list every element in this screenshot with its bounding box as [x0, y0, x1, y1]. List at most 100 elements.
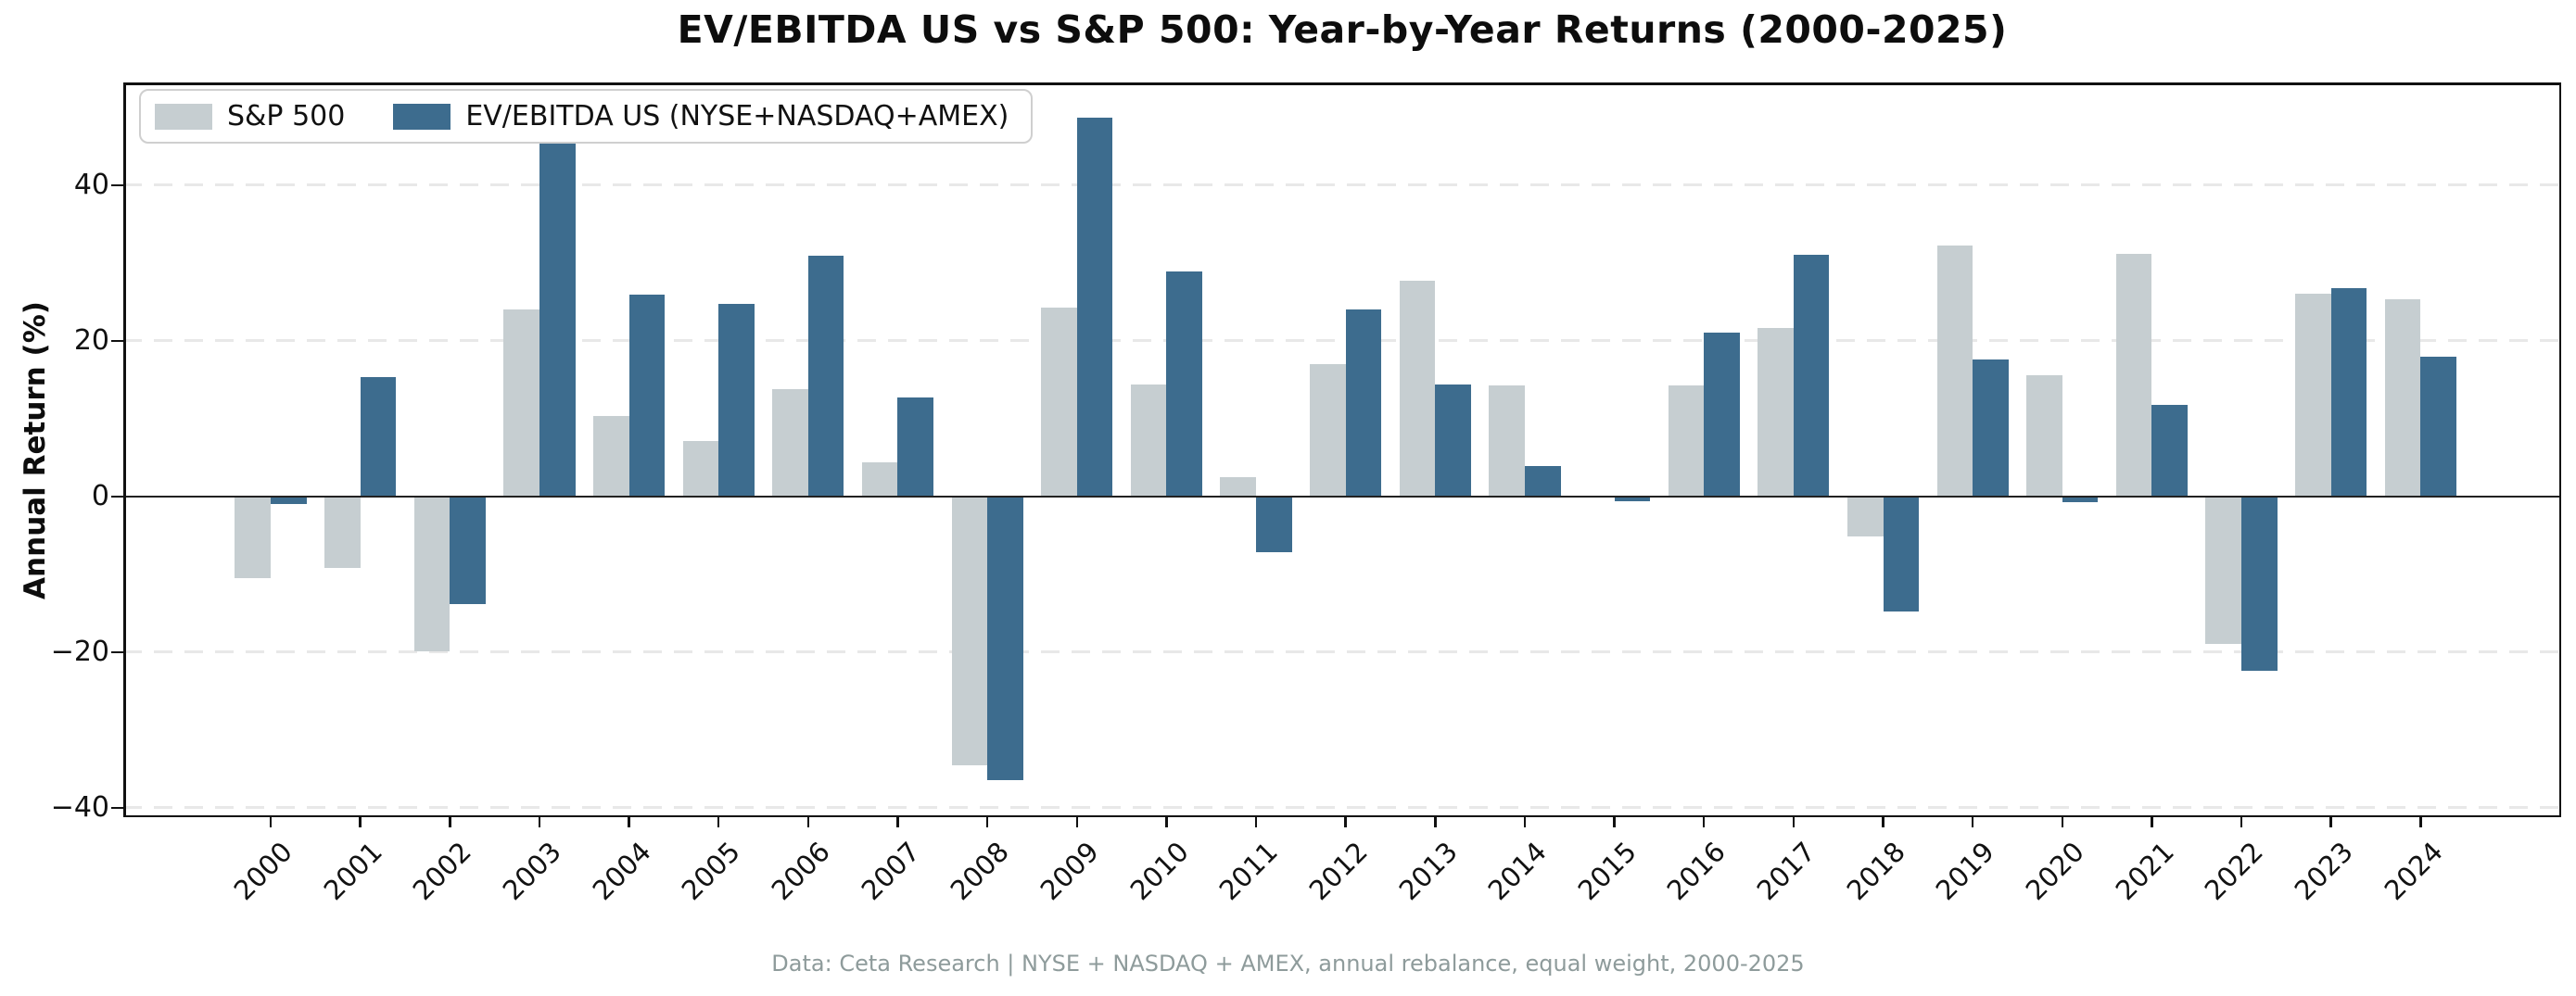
xtick-label-text: 2011: [1212, 836, 1285, 907]
xtick-label-text: 2015: [1571, 836, 1643, 907]
bar-evebitda-2004: [628, 295, 666, 497]
bar-evebitda-2002: [450, 496, 486, 604]
spine-top: [123, 82, 2561, 85]
bar-sp500-2003: [503, 309, 539, 497]
chart-title: EV/EBITDA US vs S&P 500: Year-by-Year Re…: [677, 7, 2008, 52]
bar-sp500-2022: [2205, 496, 2242, 644]
xtick-mark-2005: [717, 817, 720, 827]
xtick-label-text: 2012: [1302, 836, 1374, 907]
xtick-mark-2008: [985, 817, 989, 827]
ytick-label-0: 0: [91, 479, 109, 512]
bar-evebitda-2023: [2330, 287, 2367, 497]
xtick-label-text: 2018: [1840, 836, 1911, 907]
plot-area: S&P 500 EV/EBITDA US (NYSE+NASDAQ+AMEX): [123, 82, 2561, 817]
bar-evebitda-2020: [2062, 496, 2099, 502]
bar-sp500-2013: [1399, 281, 1436, 497]
ytick-mark-20: [111, 339, 123, 343]
bar-evebitda-2009: [1076, 117, 1113, 497]
bar-sp500-2004: [592, 416, 629, 497]
xtick-mark-2002: [449, 817, 451, 827]
bar-sp500-2008: [951, 496, 988, 765]
xtick-label-text: 2019: [1929, 836, 2001, 907]
bar-evebitda-2013: [1435, 384, 1471, 497]
ytick-label-40: 40: [73, 168, 109, 201]
xtick-mark-2003: [538, 817, 541, 827]
bar-evebitda-2018: [1883, 496, 1920, 612]
xtick-mark-2014: [1523, 817, 1527, 827]
spine-right: [2558, 82, 2561, 817]
xtick-label-text: 2023: [2288, 836, 2359, 907]
ytick-mark-40: [111, 183, 123, 187]
xtick-mark-2000: [269, 817, 273, 827]
xtick-label-text: 2004: [586, 836, 657, 907]
xtick-label-text: 2020: [2019, 836, 2090, 907]
bar-evebitda-2000: [271, 496, 307, 505]
bar-sp500-2001: [324, 496, 361, 569]
bar-evebitda-2024: [2420, 356, 2456, 497]
xtick-mark-2020: [2061, 817, 2064, 827]
bar-evebitda-2003: [539, 132, 576, 497]
xtick-mark-2015: [1613, 817, 1616, 827]
xtick-label-text: 2009: [1034, 836, 1105, 907]
bar-sp500-2012: [1310, 364, 1346, 497]
legend-item-sp500: S&P 500: [155, 100, 345, 132]
legend: S&P 500 EV/EBITDA US (NYSE+NASDAQ+AMEX): [139, 89, 1034, 144]
xtick-mark-2024: [2419, 817, 2422, 827]
xtick-mark-2009: [1075, 817, 1078, 827]
ytick-label-20: 20: [73, 323, 109, 357]
xtick-mark-2018: [1882, 817, 1884, 827]
bar-evebitda-2015: [1614, 496, 1651, 501]
xtick-mark-2011: [1254, 817, 1258, 827]
bar-sp500-2014: [1489, 385, 1525, 497]
xtick-label-text: 2017: [1750, 836, 1821, 907]
xtick-label-text: 2021: [2109, 836, 2180, 907]
bar-sp500-2018: [1846, 496, 1884, 536]
zero-axis-line: [123, 495, 2561, 498]
ytick-mark--40: [111, 806, 123, 810]
evebitda-swatch-icon: [393, 103, 451, 130]
xtick-mark-2006: [806, 817, 810, 827]
xtick-mark-2010: [1165, 817, 1168, 827]
xtick-label-text: 2022: [2198, 836, 2270, 907]
bar-sp500-2009: [1041, 307, 1077, 497]
bar-evebitda-2019: [1973, 359, 2009, 497]
bar-sp500-2002: [413, 496, 450, 652]
xtick-mark-2022: [2240, 817, 2243, 827]
bar-sp500-2006: [772, 388, 808, 497]
bar-evebitda-2021: [2151, 404, 2189, 497]
bar-sp500-2010: [1130, 384, 1167, 497]
gridline-y-20: [123, 339, 2561, 343]
bar-sp500-2020: [2026, 374, 2062, 497]
xtick-label-text: 2002: [407, 836, 478, 907]
gridline-y-40: [123, 183, 2561, 187]
xtick-mark-2016: [1702, 817, 1706, 827]
gridline-y--20: [123, 650, 2561, 654]
bar-sp500-2019: [1936, 245, 1973, 497]
bar-evebitda-2005: [718, 303, 755, 497]
xtick-label-text: 2005: [675, 836, 747, 907]
xtick-mark-2004: [628, 817, 630, 827]
bar-sp500-2017: [1758, 327, 1794, 497]
ytick-mark--20: [111, 650, 123, 654]
bar-sp500-2024: [2384, 298, 2421, 497]
sp500-swatch-icon: [155, 103, 212, 130]
legend-label-sp500: S&P 500: [227, 100, 346, 132]
bar-sp500-2021: [2115, 253, 2152, 497]
bar-evebitda-2012: [1345, 309, 1382, 497]
bar-sp500-2023: [2295, 293, 2331, 497]
bar-evebitda-2010: [1166, 271, 1202, 497]
xtick-mark-2007: [896, 817, 899, 827]
xtick-label-text: 2003: [496, 836, 567, 907]
ytick-mark-0: [111, 495, 123, 498]
bar-evebitda-2022: [2241, 496, 2278, 672]
xtick-mark-2021: [2151, 817, 2153, 827]
bar-evebitda-2007: [897, 397, 934, 497]
bar-evebitda-2014: [1524, 466, 1561, 497]
xtick-mark-2023: [2329, 817, 2332, 827]
bar-evebitda-2006: [807, 256, 844, 497]
bar-sp500-2016: [1668, 385, 1705, 497]
xtick-label-text: 2001: [317, 836, 388, 907]
xtick-label-text: 2000: [227, 836, 299, 907]
legend-item-evebitda: EV/EBITDA US (NYSE+NASDAQ+AMEX): [393, 100, 1009, 132]
